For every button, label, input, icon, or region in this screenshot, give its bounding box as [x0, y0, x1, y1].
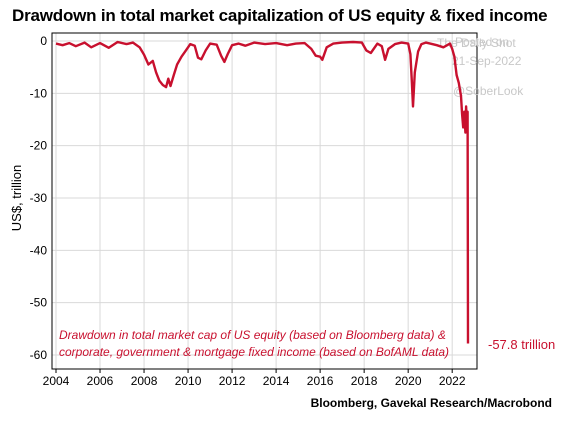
watermark-line3: 21-Sep-2022	[452, 54, 522, 68]
y-tick-label: -30	[30, 191, 48, 205]
y-axis-ticks: 0 -10 -20 -30 -40 -50 -60	[30, 34, 48, 362]
y-tick-label: -40	[30, 243, 48, 257]
x-tick-label: 2008	[131, 374, 158, 388]
grid-lines	[52, 33, 477, 369]
y-tick-label: -50	[30, 296, 48, 310]
y-tick-label: -10	[30, 86, 48, 100]
x-tick-label: 2010	[175, 374, 202, 388]
watermark-line2: The Daily Shot	[437, 36, 516, 50]
y-axis-label: US$, trillion	[9, 165, 24, 231]
source-credit: Bloomberg, Gavekal Research/Macrobond	[310, 396, 552, 410]
x-tick-label: 2014	[263, 374, 290, 388]
annotation-line1: Drawdown in total market cap of US equit…	[59, 328, 446, 342]
x-tick-label: 2020	[395, 374, 422, 388]
x-tick-label: 2022	[439, 374, 466, 388]
end-value-label: -57.8 trillion	[488, 337, 555, 352]
watermark-line1: Posted on	[455, 35, 509, 49]
x-tick-label: 2006	[87, 374, 114, 388]
x-tick-label: 2004	[43, 374, 70, 388]
x-tick-label: 2016	[307, 374, 334, 388]
x-axis-ticks: 2004 2006 2008 2010 2012 2014 2016 2018 2020 2022	[43, 369, 466, 388]
y-tick-label: 0	[40, 34, 47, 48]
y-tick-label: -60	[30, 348, 48, 362]
watermark-line4: @SoberLook	[453, 84, 524, 98]
x-tick-label: 2018	[351, 374, 378, 388]
plot-frame	[51, 32, 478, 370]
watermark: Posted on The Daily Shot 21-Sep-2022 @So…	[437, 35, 524, 98]
y-tick-label: -20	[30, 139, 48, 153]
x-tick-label: 2012	[219, 374, 246, 388]
annotation-line2: corporate, government & mortgage fixed i…	[59, 345, 449, 359]
drawdown-series-line	[55, 40, 470, 344]
chart-title: Drawdown in total market capitalization …	[12, 6, 548, 25]
